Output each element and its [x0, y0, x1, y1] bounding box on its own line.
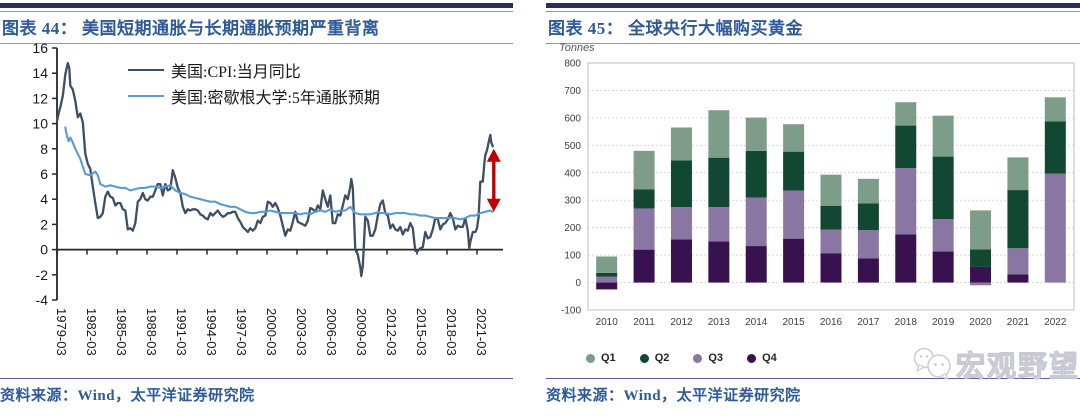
svg-text:0: 0 — [575, 278, 581, 289]
legend-item-q1: Q1 — [586, 352, 616, 364]
q4-dot-icon — [747, 353, 757, 363]
michigan-line-swatch-icon — [128, 95, 164, 97]
svg-text:2012: 2012 — [670, 317, 693, 328]
svg-text:1982-03: 1982-03 — [84, 308, 99, 356]
svg-text:-4: -4 — [36, 292, 49, 308]
svg-text:16: 16 — [32, 40, 48, 56]
svg-text:2016: 2016 — [820, 317, 843, 328]
svg-text:12: 12 — [32, 90, 48, 106]
wechat-bubbles-icon — [913, 347, 951, 381]
chart-45-title: 图表 45： 全球央行大幅购买黄金 — [548, 19, 803, 38]
y-axis-unit-label: Tonnes — [559, 42, 595, 54]
cpi-line-swatch-icon — [128, 69, 164, 71]
svg-text:1979-03: 1979-03 — [54, 308, 69, 356]
legend-item-michigan: 美国:密歇根大学:5年通胀预期 — [128, 83, 380, 109]
svg-text:2010: 2010 — [596, 317, 619, 328]
svg-text:600: 600 — [564, 113, 581, 124]
svg-text:300: 300 — [564, 196, 581, 207]
svg-text:2006-03: 2006-03 — [324, 308, 339, 356]
svg-text:2: 2 — [40, 216, 48, 232]
svg-text:1994-03: 1994-03 — [204, 308, 219, 356]
svg-text:2011: 2011 — [633, 317, 655, 328]
legend-label-q1: Q1 — [601, 352, 616, 364]
svg-text:2012-03: 2012-03 — [384, 308, 399, 356]
legend-item-q2: Q2 — [639, 352, 670, 364]
panel-top-divider — [0, 3, 513, 8]
svg-text:2015-03: 2015-03 — [414, 308, 429, 356]
q3-dot-icon — [693, 353, 703, 363]
svg-text:2014: 2014 — [745, 317, 768, 328]
svg-text:100: 100 — [564, 251, 581, 262]
legend-item-q4: Q4 — [747, 352, 777, 364]
panel-chart-44: 图表 44： 美国短期通胀与长期通胀预期严重背离 16 14 12 10 8 6 4 2 0 -2… — [0, 0, 513, 417]
svg-text:800: 800 — [564, 59, 581, 70]
svg-text:6: 6 — [40, 166, 48, 182]
svg-text:2019: 2019 — [932, 317, 955, 328]
legend-label-michigan: 美国:密歇根大学:5年通胀预期 — [171, 90, 380, 107]
svg-text:2022: 2022 — [1044, 317, 1067, 328]
chart-45-source: 资料来源：Wind，太平洋证券研究院 — [546, 388, 801, 404]
svg-text:2017: 2017 — [857, 317, 880, 328]
bar-chart-legend: Q1 Q2 Q3 Q4 — [586, 352, 777, 364]
svg-text:500: 500 — [564, 141, 581, 152]
chart-44-source-row: 资料来源：Wind，太平洋证券研究院 — [0, 378, 513, 405]
panel-top-divider — [546, 3, 1080, 8]
legend-label-q3: Q3 — [708, 352, 724, 364]
svg-text:-100: -100 — [561, 306, 581, 317]
legend-label-cpi: 美国:CPI:当月同比 — [171, 64, 301, 81]
svg-text:10: 10 — [32, 116, 48, 132]
svg-text:2020: 2020 — [969, 317, 992, 328]
svg-text:700: 700 — [564, 86, 581, 97]
panel-chart-45: 图表 45： 全球央行大幅购买黄金 Tonnes 800 700 600 500 400… — [546, 0, 1080, 417]
legend-item-q3: Q3 — [693, 352, 723, 364]
svg-text:400: 400 — [564, 168, 581, 179]
svg-text:14: 14 — [32, 65, 48, 81]
svg-text:1991-03: 1991-03 — [174, 308, 189, 356]
svg-text:1985-03: 1985-03 — [114, 308, 129, 356]
chart-45-title-row: 图表 45： 全球央行大幅购买黄金 — [546, 11, 1080, 44]
svg-text:2000-03: 2000-03 — [264, 308, 279, 356]
legend-item-cpi: 美国:CPI:当月同比 — [128, 57, 380, 83]
cpi-chart-area: 16 14 12 10 8 6 4 2 0 -2 -4 1979-03 1982-03 1985-03 19… — [0, 40, 513, 377]
watermark-text: 宏观野望 — [955, 351, 1080, 384]
gold-chart-area: 800 700 600 500 400 300 200 100 0 -100 2010 2011 201… — [546, 40, 1080, 340]
svg-text:200: 200 — [564, 223, 581, 234]
svg-text:2018-03: 2018-03 — [444, 308, 459, 356]
svg-text:2009-03: 2009-03 — [354, 308, 369, 356]
chart-44-title-row: 图表 44： 美国短期通胀与长期通胀预期严重背离 — [0, 11, 513, 44]
chart-45-source-row: 资料来源：Wind，太平洋证券研究院 — [546, 378, 1080, 405]
svg-text:0: 0 — [40, 242, 48, 258]
line-chart-legend: 美国:CPI:当月同比 美国:密歇根大学:5年通胀预期 — [128, 57, 380, 109]
watermark-logo: 宏观野望 — [912, 343, 1080, 385]
svg-text:-2: -2 — [36, 267, 49, 283]
chart-44-title: 图表 44： 美国短期通胀与长期通胀预期严重背离 — [2, 19, 380, 38]
svg-text:2021: 2021 — [1007, 317, 1030, 328]
legend-label-q4: Q4 — [762, 352, 777, 364]
svg-text:2021-03: 2021-03 — [474, 308, 489, 356]
svg-text:1988-03: 1988-03 — [144, 308, 159, 356]
q2-dot-icon — [639, 353, 649, 363]
svg-text:2015: 2015 — [782, 317, 805, 328]
svg-text:2013: 2013 — [708, 317, 731, 328]
cpi-vs-expectations-line-chart: 16 14 12 10 8 6 4 2 0 -2 -4 1979-03 1982-03 1985-03 19… — [32, 40, 503, 356]
svg-text:1997-03: 1997-03 — [234, 308, 249, 356]
svg-text:2018: 2018 — [895, 317, 918, 328]
central-bank-gold-purchases-bar-chart: 800 700 600 500 400 300 200 100 0 -100 2010 2011 201… — [561, 59, 1075, 328]
q1-dot-icon — [586, 353, 595, 363]
legend-label-q2: Q2 — [654, 352, 670, 364]
svg-text:8: 8 — [40, 141, 48, 157]
chart-44-source: 资料来源：Wind，太平洋证券研究院 — [0, 388, 255, 404]
svg-text:2003-03: 2003-03 — [294, 308, 309, 356]
svg-text:4: 4 — [40, 191, 48, 207]
